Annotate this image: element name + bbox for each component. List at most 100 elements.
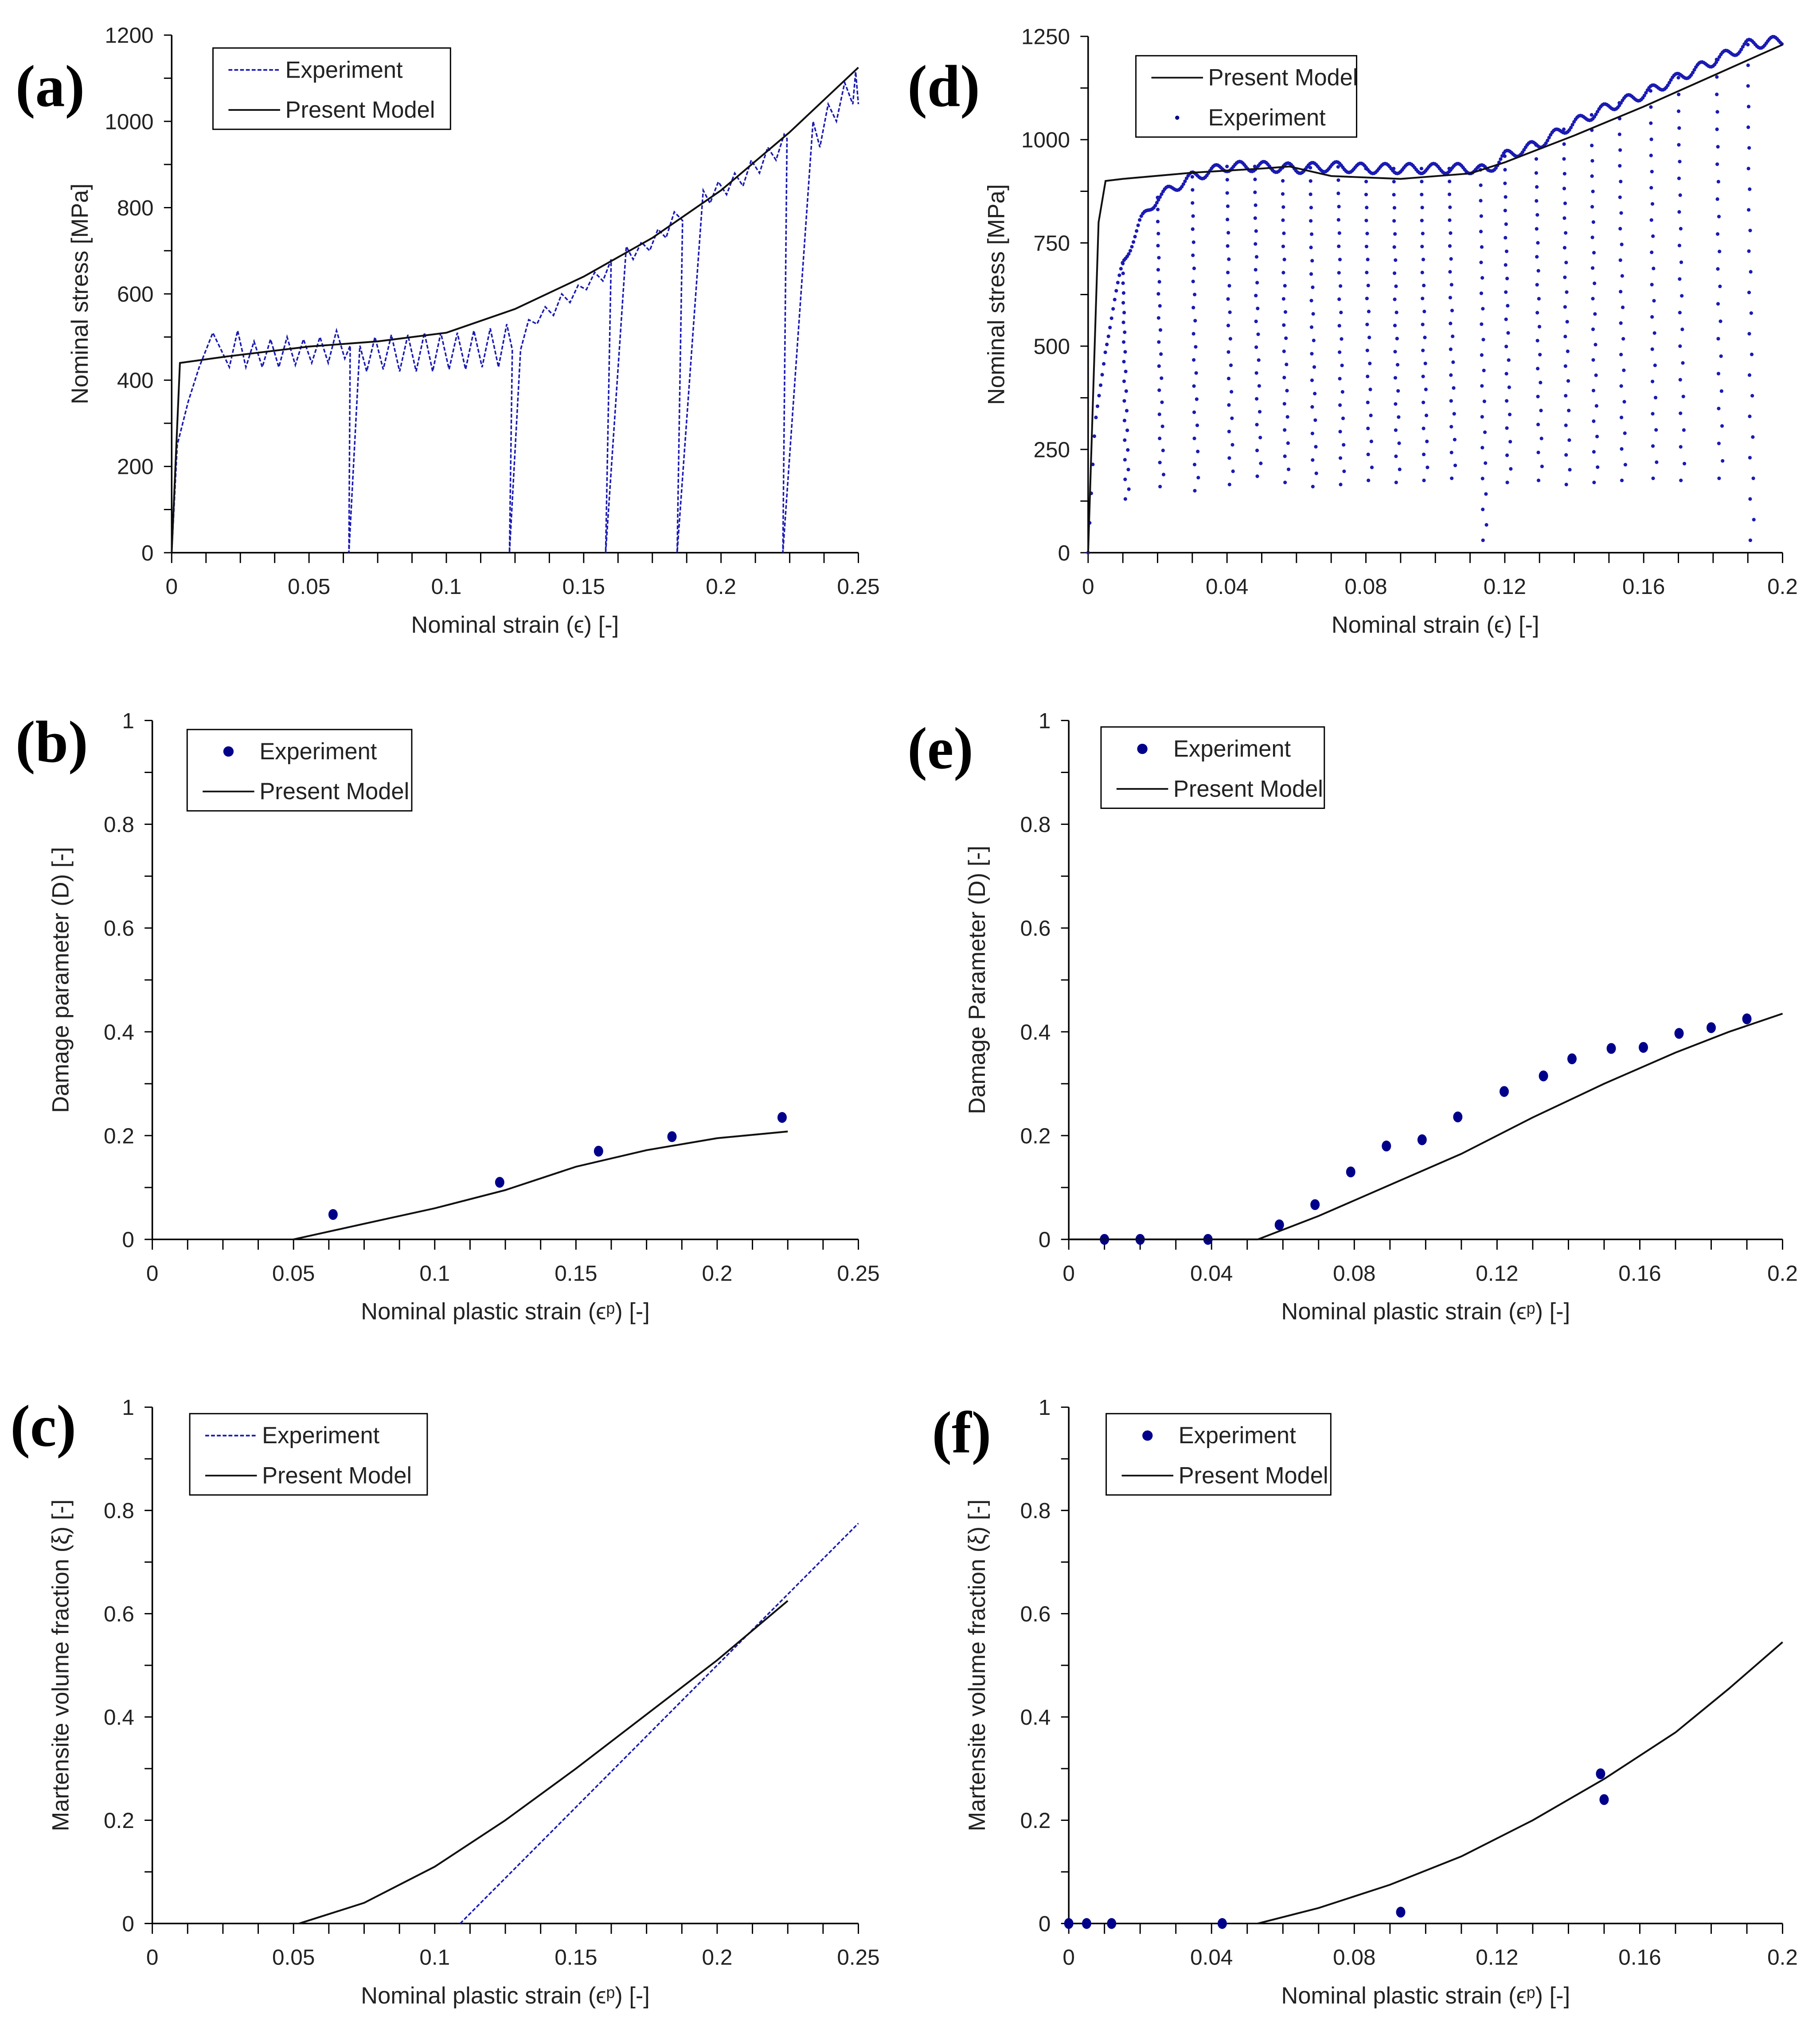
experiment-point xyxy=(1535,185,1539,189)
experiment-point xyxy=(1285,415,1289,419)
experiment-point xyxy=(1393,324,1397,328)
experiment-point xyxy=(1123,438,1127,442)
experiment-point xyxy=(1566,379,1570,383)
experiment-point xyxy=(1692,68,1696,72)
experiment-point xyxy=(1537,297,1541,301)
experiment-point xyxy=(1098,383,1103,387)
experiment-point xyxy=(1606,1043,1616,1054)
experiment-point xyxy=(1366,375,1370,379)
experiment-point xyxy=(1547,136,1551,140)
experiment-point xyxy=(1679,260,1683,264)
experiment-point xyxy=(1682,461,1687,466)
y-tick-label: 0.8 xyxy=(104,812,134,837)
experiment-point xyxy=(1749,270,1753,274)
experiment-point xyxy=(1193,319,1197,323)
experiment-point xyxy=(1748,538,1752,543)
experiment-point xyxy=(1337,324,1341,328)
experiment-point xyxy=(1340,363,1344,367)
experiment-point xyxy=(1482,399,1486,403)
experiment-point xyxy=(1448,180,1452,184)
experiment-point xyxy=(1449,425,1453,429)
experiment-point xyxy=(1715,232,1720,236)
experiment-point xyxy=(1504,290,1508,294)
experiment-point xyxy=(1539,409,1543,413)
experiment-point xyxy=(1336,165,1340,169)
experiment-point xyxy=(1337,297,1341,301)
experiment-point xyxy=(1255,449,1259,453)
experiment-point xyxy=(1366,400,1370,405)
panel-letter: (e) xyxy=(907,715,973,781)
experiment-point xyxy=(1677,143,1681,147)
experiment-point xyxy=(1156,316,1160,320)
experiment-point xyxy=(1620,274,1624,278)
experiment-point xyxy=(1678,344,1682,348)
experiment-point xyxy=(1108,325,1112,330)
experiment-point xyxy=(1504,249,1509,254)
experiment-point xyxy=(1721,459,1725,463)
experiment-point xyxy=(1157,412,1161,416)
experiment-point xyxy=(1421,322,1425,327)
experiment-point xyxy=(1121,271,1125,275)
experiment-point xyxy=(1117,273,1121,277)
experiment-point xyxy=(1596,465,1600,469)
x-tick-label: 0.15 xyxy=(562,574,605,599)
experiment-point xyxy=(1544,141,1548,145)
x-tick-label: 0.16 xyxy=(1618,1261,1661,1285)
experiment-point xyxy=(1190,175,1194,179)
experiment-point xyxy=(1364,192,1368,196)
experiment-point xyxy=(1453,463,1457,468)
experiment-point xyxy=(1227,257,1231,261)
experiment-point xyxy=(1480,476,1484,480)
experiment-point xyxy=(1192,463,1197,467)
experiment-point xyxy=(1593,312,1597,316)
experiment-point xyxy=(1191,332,1195,336)
experiment-point xyxy=(1258,436,1262,440)
experiment-point xyxy=(1650,347,1654,351)
experiment-point xyxy=(1339,483,1343,487)
experiment-point xyxy=(1568,468,1572,472)
experiment-point xyxy=(1536,450,1540,454)
experiment-point xyxy=(1161,473,1166,476)
experiment-point xyxy=(1365,231,1369,235)
x-tick-label: 0.15 xyxy=(555,1261,597,1285)
experiment-point xyxy=(1136,223,1140,227)
experiment-point xyxy=(1747,332,1751,336)
experiment-point xyxy=(1155,201,1159,205)
experiment-point xyxy=(1226,231,1230,235)
experiment-point xyxy=(1225,164,1229,168)
experiment-point xyxy=(1619,180,1623,184)
experiment-point xyxy=(1254,268,1258,272)
experiment-point xyxy=(1677,126,1681,130)
experiment-point xyxy=(1226,324,1230,328)
legend-label: Experiment xyxy=(1173,736,1291,762)
experiment-point xyxy=(1562,216,1566,220)
experiment-point xyxy=(1394,402,1398,406)
experiment-point xyxy=(1592,419,1596,423)
experiment-point xyxy=(1644,91,1648,95)
experiment-point xyxy=(1620,478,1624,482)
experiment-point xyxy=(1095,404,1100,408)
experiment-point xyxy=(1595,109,1600,113)
experiment-point xyxy=(1509,467,1513,471)
experiment-point xyxy=(1282,323,1286,327)
experiment-point xyxy=(1617,101,1621,105)
experiment-point xyxy=(1310,405,1314,409)
experiment-point xyxy=(1339,310,1343,315)
experiment-point xyxy=(1639,1042,1648,1053)
experiment-point xyxy=(1618,258,1622,262)
experiment-point xyxy=(1281,218,1285,222)
experiment-point xyxy=(1621,337,1625,341)
experiment-point xyxy=(1253,177,1257,181)
experiment-point xyxy=(1337,205,1341,209)
experiment-point xyxy=(1420,219,1424,223)
experiment-point xyxy=(1105,343,1109,347)
experiment-point xyxy=(1255,474,1259,478)
experiment-point xyxy=(1718,319,1722,323)
experiment-point xyxy=(1591,189,1595,193)
experiment-point xyxy=(1310,232,1314,236)
experiment-point xyxy=(495,1177,504,1188)
experiment-point xyxy=(1619,211,1623,215)
experiment-point xyxy=(1312,365,1316,369)
y-tick-label: 1 xyxy=(1039,1395,1051,1420)
experiment-point xyxy=(1479,183,1483,187)
